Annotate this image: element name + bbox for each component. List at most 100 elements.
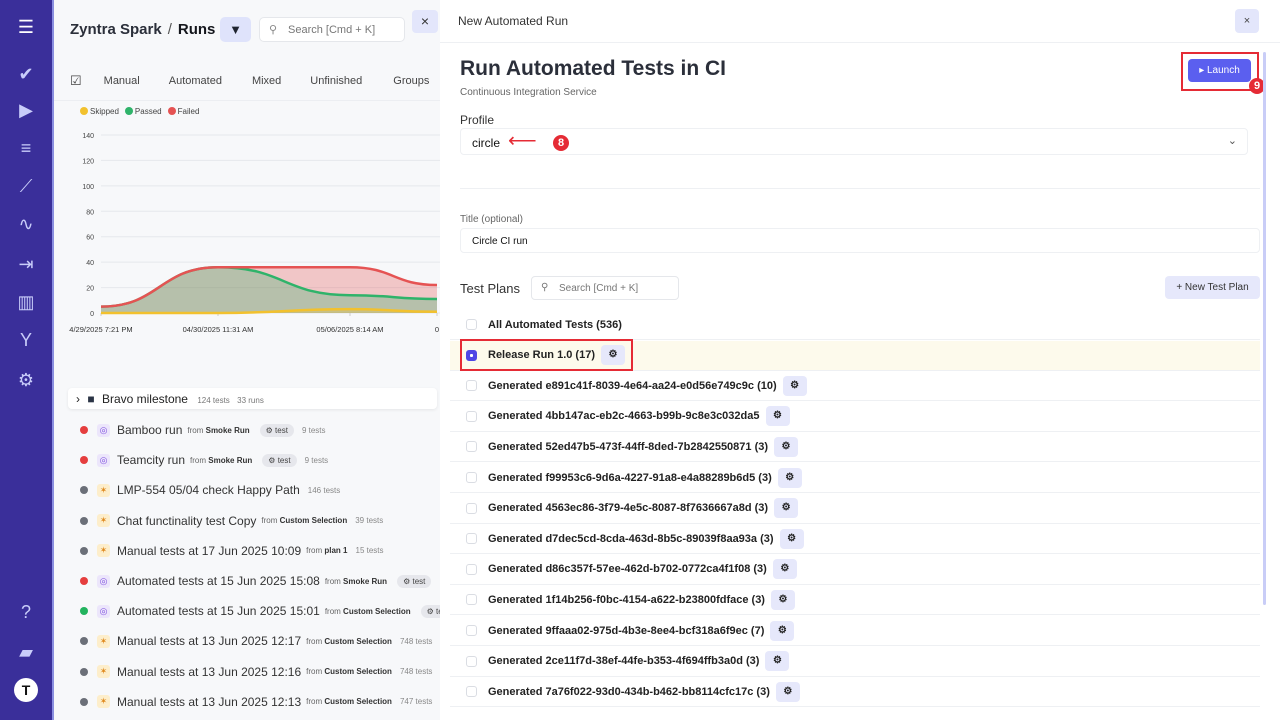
import-icon[interactable]: ⇥ [18, 253, 34, 274]
filter-button[interactable]: ▼ [220, 17, 251, 42]
new-test-plan-button[interactable]: + New Test Plan [1165, 276, 1260, 299]
status-dot-icon [80, 426, 88, 434]
test-plan-row[interactable]: Generated d86c357f-57ee-462d-b702-0772ca… [450, 555, 1260, 585]
test-plan-checkbox[interactable] [466, 502, 477, 514]
help-icon[interactable]: ? [20, 601, 31, 622]
test-plan-settings-button[interactable]: ⚙ [779, 528, 804, 549]
test-plan-settings-button[interactable]: ⚙ [770, 589, 795, 610]
profile-select[interactable]: circle ⌄ [460, 128, 1248, 155]
menu-icon[interactable]: ☰ [17, 16, 35, 37]
test-plan-checkbox[interactable] [466, 472, 477, 483]
test-plan-checkbox[interactable] [466, 533, 477, 545]
test-plan-settings-button[interactable]: ⚙ [765, 651, 790, 672]
x-tick-label: 05/06/2025 8:14 AM [316, 325, 383, 334]
title-input[interactable]: Circle CI run [460, 228, 1260, 253]
test-plan-label: Generated d7dec5cd-8cda-463d-8b5c-89039f… [488, 532, 774, 545]
run-row[interactable]: ✶ LMP-554 05/04 check Happy Path 146 tests [80, 480, 340, 500]
test-plan-checkbox[interactable] [466, 380, 477, 392]
from-label: from [324, 576, 341, 586]
test-plan-row[interactable]: Generated 2ce11f7d-38ef-44fe-b353-4f694f… [450, 647, 1260, 677]
close-button[interactable]: × [412, 10, 438, 33]
run-row[interactable]: ✶ Manual tests at 13 Jun 2025 12:16 from C… [80, 662, 432, 682]
legend-item-passed[interactable]: Passed [124, 107, 162, 116]
milestone-row[interactable]: › ■ Bravo milestone 124 tests 33 runs [68, 388, 437, 409]
test-plans-label: Test Plans [460, 281, 520, 296]
test-plan-checkbox[interactable] [466, 625, 477, 636]
legend-item-failed[interactable]: Failed [167, 107, 199, 116]
tab-automated[interactable]: Automated [168, 75, 222, 87]
test-count: 748 tests [399, 636, 433, 646]
test-plan-checkbox[interactable] [466, 563, 477, 575]
avatar-icon[interactable]: T [14, 678, 38, 702]
pulse-icon[interactable]: ∿ [18, 213, 34, 234]
legend-item-skipped[interactable]: Skipped [80, 107, 119, 116]
test-plan-checkbox[interactable] [466, 410, 477, 422]
runs-search-input[interactable]: ⚲ Search [Cmd + K] [259, 17, 405, 42]
x-tick-label: 0 [435, 325, 439, 334]
test-plan-row[interactable]: All Automated Tests (536) [450, 310, 1260, 340]
list-check-icon[interactable]: ≡ [20, 137, 32, 158]
test-plan-row[interactable]: Generated 52ed47b5-473f-44ff-8ded-7b2842… [450, 432, 1260, 463]
test-plans-search-input[interactable]: ⚲ Search [Cmd + K] [531, 276, 679, 300]
select-runs-icon[interactable]: ☑ [70, 73, 82, 88]
test-plan-checkbox[interactable] [466, 441, 477, 453]
tab-mixed[interactable]: Mixed [251, 75, 282, 87]
run-row[interactable]: ✶ Chat functinality test Copy from Custom … [80, 511, 383, 531]
test-plan-row[interactable]: Generated 9ffaaa02-975d-4b3e-8ee4-bcf318… [450, 616, 1260, 646]
breadcrumb-project[interactable]: Zyntra Spark [70, 21, 162, 38]
test-plan-settings-button[interactable]: ⚙ [765, 406, 790, 427]
launch-button[interactable]: ▸ Launch [1188, 59, 1251, 82]
test-plan-row[interactable]: Generated 7a76f022-93d0-434b-b462-bb8114… [450, 677, 1260, 708]
branch-icon[interactable]: Y [19, 329, 32, 350]
annotation-badge: 9 [1249, 78, 1265, 94]
test-plan-settings-button[interactable]: ⚙ [770, 620, 795, 641]
check-icon[interactable]: ✔ [18, 63, 34, 84]
test-plan-checkbox[interactable] [466, 594, 477, 606]
test-plan-settings-button[interactable]: ⚙ [775, 681, 800, 702]
tab-unfinished[interactable]: Unfinished [310, 75, 363, 87]
test-plan-checkbox[interactable] [466, 319, 477, 330]
test-plan-row[interactable]: Generated 4563ec86-3f79-4e5c-8087-8f7636… [450, 494, 1260, 524]
test-plan-row[interactable]: Release Run 1.0 (17) ⚙ [450, 340, 1260, 371]
test-plan-checkbox[interactable] [466, 686, 477, 698]
play-icon: ▸ [1199, 65, 1205, 76]
test-plan-settings-button[interactable]: ⚙ [782, 375, 807, 396]
run-row[interactable]: ◎ Automated tests at 15 Jun 2025 15:08 fro… [80, 571, 432, 591]
source-name: Custom Selection [324, 667, 392, 677]
area-failed [101, 267, 437, 313]
test-plan-row[interactable]: Generated 1f14b256-f0bc-4154-a622-b23800… [450, 585, 1260, 616]
play-circle-icon[interactable]: ▶ [19, 99, 33, 120]
run-row[interactable]: ◎ Bamboo run from Smoke Run ⚙ test 9 tests [80, 420, 326, 440]
gear-icon: ⚙ [265, 425, 276, 435]
test-plan-settings-button[interactable]: ⚙ [774, 498, 799, 519]
chart-legend: Skipped Passed Failed [80, 107, 199, 116]
test-plan-settings-button[interactable]: ⚙ [777, 467, 802, 488]
steps-icon[interactable]: ⟋ [19, 175, 33, 196]
run-row[interactable]: ✶ Manual tests at 13 Jun 2025 12:17 from C… [80, 631, 432, 651]
test-plan-checkbox[interactable] [466, 655, 477, 667]
modal-scrollbar[interactable] [1263, 52, 1266, 605]
run-row[interactable]: ◎ Automated tests at 15 Jun 2025 15:01 fro… [80, 601, 440, 621]
modal-close-button[interactable]: × [1235, 9, 1259, 33]
test-plan-row[interactable]: Generated d7dec5cd-8cda-463d-8b5c-89039f… [450, 524, 1260, 555]
run-row[interactable]: ✶ Manual tests at 17 Jun 2025 10:09 from p… [80, 541, 384, 561]
test-plan-settings-button[interactable]: ⚙ [774, 436, 799, 457]
test-plan-checkbox[interactable] [466, 349, 477, 361]
source-name: Custom Selection [324, 636, 392, 646]
test-plan-label: Generated 4bb147ac-eb2c-4663-b99b-9c8e3c… [488, 410, 760, 423]
bar-chart-icon[interactable]: ▥ [17, 291, 35, 312]
gear-icon[interactable]: ⚙ [17, 369, 35, 390]
tab-groups[interactable]: Groups [393, 75, 430, 87]
run-row[interactable]: ✶ Manual tests at 13 Jun 2025 12:13 from C… [80, 692, 432, 712]
test-plan-row[interactable]: Generated f99953c6-9d6a-4227-91a8-e4a882… [450, 463, 1260, 493]
test-plan-row[interactable]: Generated 4bb147ac-eb2c-4663-b99b-9c8e3c… [450, 402, 1260, 432]
tab-manual[interactable]: Manual [103, 75, 140, 87]
run-row[interactable]: ◎ Teamcity run from Smoke Run ⚙ test 9 tests [80, 450, 328, 470]
test-plan-row[interactable]: Generated e891c41f-8039-4e64-aa24-e0d56e… [450, 371, 1260, 402]
status-dot-icon [80, 486, 88, 495]
chevron-right-icon[interactable]: › [76, 392, 80, 406]
run-name: Manual tests at 17 Jun 2025 10:09 [117, 543, 302, 558]
test-plan-settings-button[interactable]: ⚙ [772, 559, 797, 580]
test-plan-settings-button[interactable]: ⚙ [601, 345, 625, 366]
folder-icon[interactable]: ▰ [19, 641, 33, 662]
